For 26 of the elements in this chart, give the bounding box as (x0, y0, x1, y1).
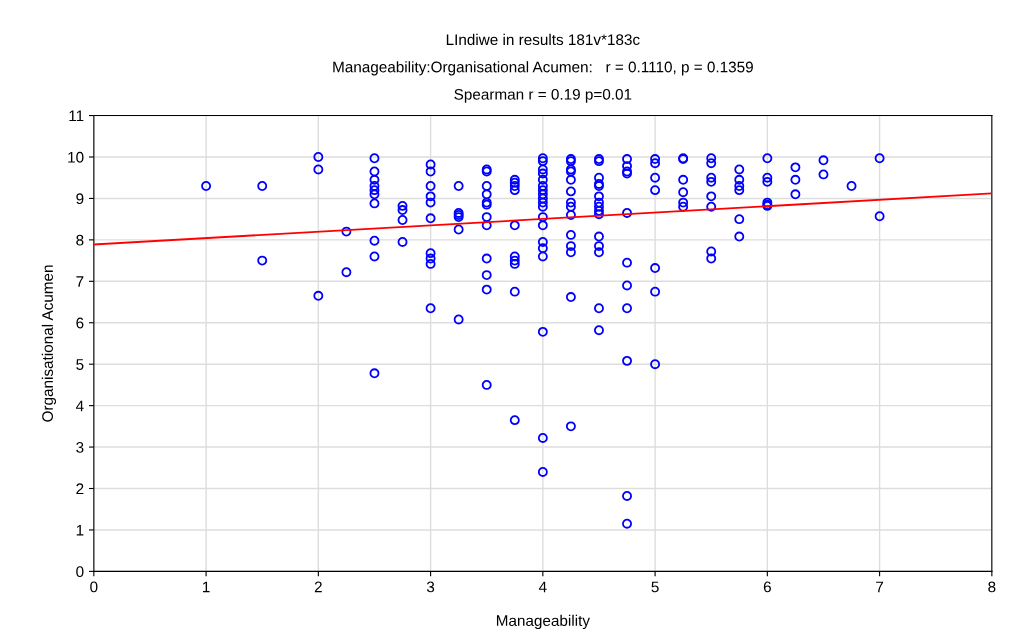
y-tick-label: 11 (69, 110, 84, 122)
y-tick-label: 1 (76, 524, 84, 536)
y-tick-label: 9 (76, 193, 84, 205)
y-tick-label: 3 (76, 441, 84, 453)
y-tick-label: 2 (76, 483, 84, 495)
y-tick-label: 10 (68, 151, 84, 163)
chart-title: LIndiwe in results 181v*183c (446, 33, 640, 46)
x-tick-label: 7 (876, 581, 884, 593)
x-tick-label: 3 (426, 581, 435, 593)
x-tick-label: 8 (988, 581, 996, 593)
chart-subtitle: Manageability:Organisational Acumen: r = 0.1110, p = 0.1359 (333, 61, 753, 76)
x-tick-label: 0 (90, 581, 98, 593)
y-tick-label: 8 (76, 234, 84, 246)
x-tick-label: 2 (314, 581, 322, 593)
x-tick-label: 6 (763, 581, 771, 593)
text: Spearman r = 0.19 p=0.01 (454, 88, 632, 103)
y-tick-label: 7 (76, 276, 84, 287)
y-tick-label: 6 (76, 317, 84, 329)
x-tick-label: 1 (203, 581, 210, 593)
y-axis-title: Organisational Acumen (41, 265, 57, 422)
y-tick-label: 4 (75, 400, 84, 412)
x-tick-label: 4 (538, 581, 547, 593)
y-tick-label: 0 (76, 566, 84, 578)
x-tick-label: 5 (651, 581, 659, 593)
x-axis-title: Manageability (496, 614, 590, 630)
y-tick-label: 5 (76, 359, 84, 370)
